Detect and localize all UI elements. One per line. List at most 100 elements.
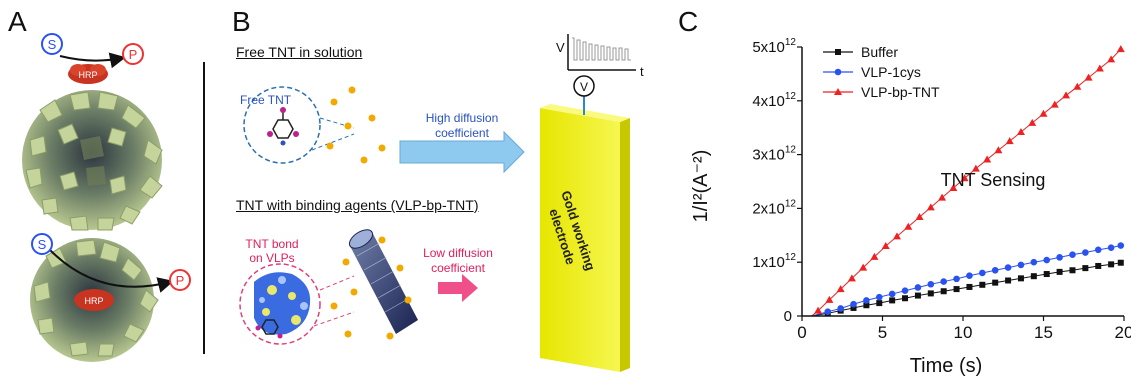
legend-label: Buffer: [861, 44, 898, 60]
substrate-label-bottom: S: [38, 237, 47, 252]
data-point-vlp-bp-tnt: [938, 193, 947, 201]
legend-label: VLP-1cys: [861, 64, 921, 80]
data-point-vlp-bp-tnt: [1039, 109, 1048, 117]
product-badge-bottom: P: [169, 269, 191, 291]
hrp-label-top: HRP: [78, 70, 97, 80]
panel-c-letter: C: [678, 6, 699, 37]
pulse-inset: V t: [556, 34, 644, 79]
substrate-badge-bottom: S: [31, 233, 53, 255]
x-tick-label: 0: [797, 323, 806, 342]
data-point-vlp-1cys: [1107, 244, 1115, 251]
y-tick-label: 0: [784, 308, 792, 325]
data-point-vlp-bp-tnt: [847, 274, 856, 282]
data-point-vlp-bp-tnt: [1116, 45, 1125, 53]
y-axis-label: 1/I²(A⁻²): [690, 150, 712, 223]
data-point-vlp-1cys: [1069, 251, 1076, 258]
bound-tnt-dots: [330, 236, 412, 340]
data-point-buffer: [1082, 265, 1089, 272]
data-point-vlp-1cys: [1030, 258, 1038, 266]
data-point-vlp-1cys: [979, 269, 986, 277]
data-point-vlp-1cys: [940, 278, 947, 285]
data-point-vlp-bp-tnt: [915, 213, 924, 221]
legend-marker: [834, 88, 842, 95]
tnt-sensing-chart: 0 5 10 15 2001x10122x10123x10124x10125x1012 …: [690, 37, 1131, 377]
data-point-buffer: [876, 300, 883, 307]
reaction-arrow-bottom: [49, 249, 174, 293]
voltmeter-label: V: [580, 80, 588, 94]
data-point-vlp-bp-tnt: [1107, 55, 1116, 63]
data-point-vlp-bp-tnt: [1084, 73, 1093, 81]
data-point-vlp-bp-tnt: [892, 232, 901, 240]
data-point-vlp-1cys: [863, 297, 870, 304]
data-point-buffer: [1005, 277, 1012, 284]
data-point-vlp-1cys: [824, 308, 832, 315]
data-point-buffer: [1056, 268, 1063, 275]
free-tnt-label: Free TNT: [240, 93, 292, 107]
bound-tnt-zoom: [239, 263, 355, 345]
panel-a-figure: HRP S P HRP S P: [22, 33, 191, 362]
y-tick-label: 5x1012: [752, 37, 796, 56]
data-point-vlp-bp-tnt: [904, 222, 913, 230]
data-point-vlp-bp-tnt: [859, 263, 868, 271]
bound-tnt-title: TNT with binding agents (VLP-bp-TNT): [236, 197, 479, 213]
data-point-vlp-bp-tnt: [960, 174, 969, 182]
bound-label-2: on VLPs: [249, 251, 294, 265]
data-point-vlp-bp-tnt: [983, 155, 992, 163]
data-point-buffer: [1095, 262, 1102, 269]
data-point-buffer: [914, 292, 921, 299]
data-point-vlp-1cys: [953, 275, 960, 283]
data-point-buffer: [966, 283, 973, 290]
data-point-buffer: [889, 297, 896, 304]
bound-tnt-molecule-icon: [261, 319, 279, 335]
vlp-particle-top: [22, 90, 163, 231]
panel-b-figure: Free TNT High diffusion coefficient: [239, 34, 644, 372]
data-point-vlp-1cys: [1117, 242, 1125, 249]
data-point-vlp-bp-tnt: [949, 183, 958, 191]
free-tnt-dots: [326, 86, 386, 164]
x-axis-label: Time (s): [910, 355, 983, 377]
data-point-buffer: [1108, 261, 1115, 268]
data-point-vlp-bp-tnt: [1073, 82, 1082, 90]
free-tnt-title: Free TNT in solution: [236, 44, 363, 60]
low-diffusion-label-1: Low diffusion: [423, 246, 493, 260]
data-point-buffer: [940, 288, 947, 295]
data-point-vlp-bp-tnt: [1005, 137, 1014, 145]
reaction-arrow-top: [59, 52, 126, 69]
voltmeter-icon: V: [573, 75, 595, 97]
free-tnt-zoom: [243, 86, 355, 164]
data-point-vlp-bp-tnt: [825, 295, 834, 303]
high-diffusion-label-1: High diffusion: [426, 111, 499, 125]
data-point-vlp-1cys: [991, 266, 999, 274]
data-point-vlp-1cys: [914, 284, 922, 291]
data-point-buffer: [863, 302, 870, 309]
data-point-buffer: [1030, 273, 1037, 280]
hrp-enzyme-bottom: HRP: [74, 289, 114, 311]
data-point-vlp-bp-tnt: [1095, 64, 1104, 72]
data-point-buffer: [850, 304, 857, 311]
vlp-nanotube-icon: [348, 229, 418, 334]
data-point-vlp-bp-tnt: [994, 146, 1003, 154]
data-point-vlp-1cys: [888, 290, 896, 298]
data-point-vlp-bp-tnt: [1062, 91, 1071, 99]
data-point-vlp-bp-tnt: [881, 242, 890, 250]
data-point-vlp-bp-tnt: [971, 164, 980, 172]
data-point-vlp-1cys: [966, 272, 973, 279]
gold-electrode: Gold working electrode: [540, 104, 630, 372]
data-point-vlp-1cys: [927, 280, 935, 288]
substrate-badge-top: S: [41, 33, 63, 55]
x-tick-label: 10: [954, 323, 973, 342]
data-point-vlp-bp-tnt: [814, 306, 823, 314]
low-diffusion-arrow: [438, 274, 478, 302]
y-tick-label: 1x1012: [752, 252, 796, 271]
data-point-buffer: [992, 279, 999, 286]
tnt-molecule-icon: [272, 112, 294, 139]
product-label-top: P: [129, 47, 138, 62]
data-point-vlp-bp-tnt: [1050, 100, 1059, 108]
tnt-sensing-annotation: TNT Sensing: [941, 170, 1046, 190]
hrp-label-bottom: HRP: [84, 296, 103, 306]
data-point-vlp-1cys: [901, 287, 909, 295]
data-point-vlp-1cys: [875, 293, 883, 301]
data-point-vlp-1cys: [1043, 256, 1051, 264]
data-point-vlp-bp-tnt: [926, 203, 935, 211]
data-point-vlp-bp-tnt: [1016, 128, 1025, 136]
